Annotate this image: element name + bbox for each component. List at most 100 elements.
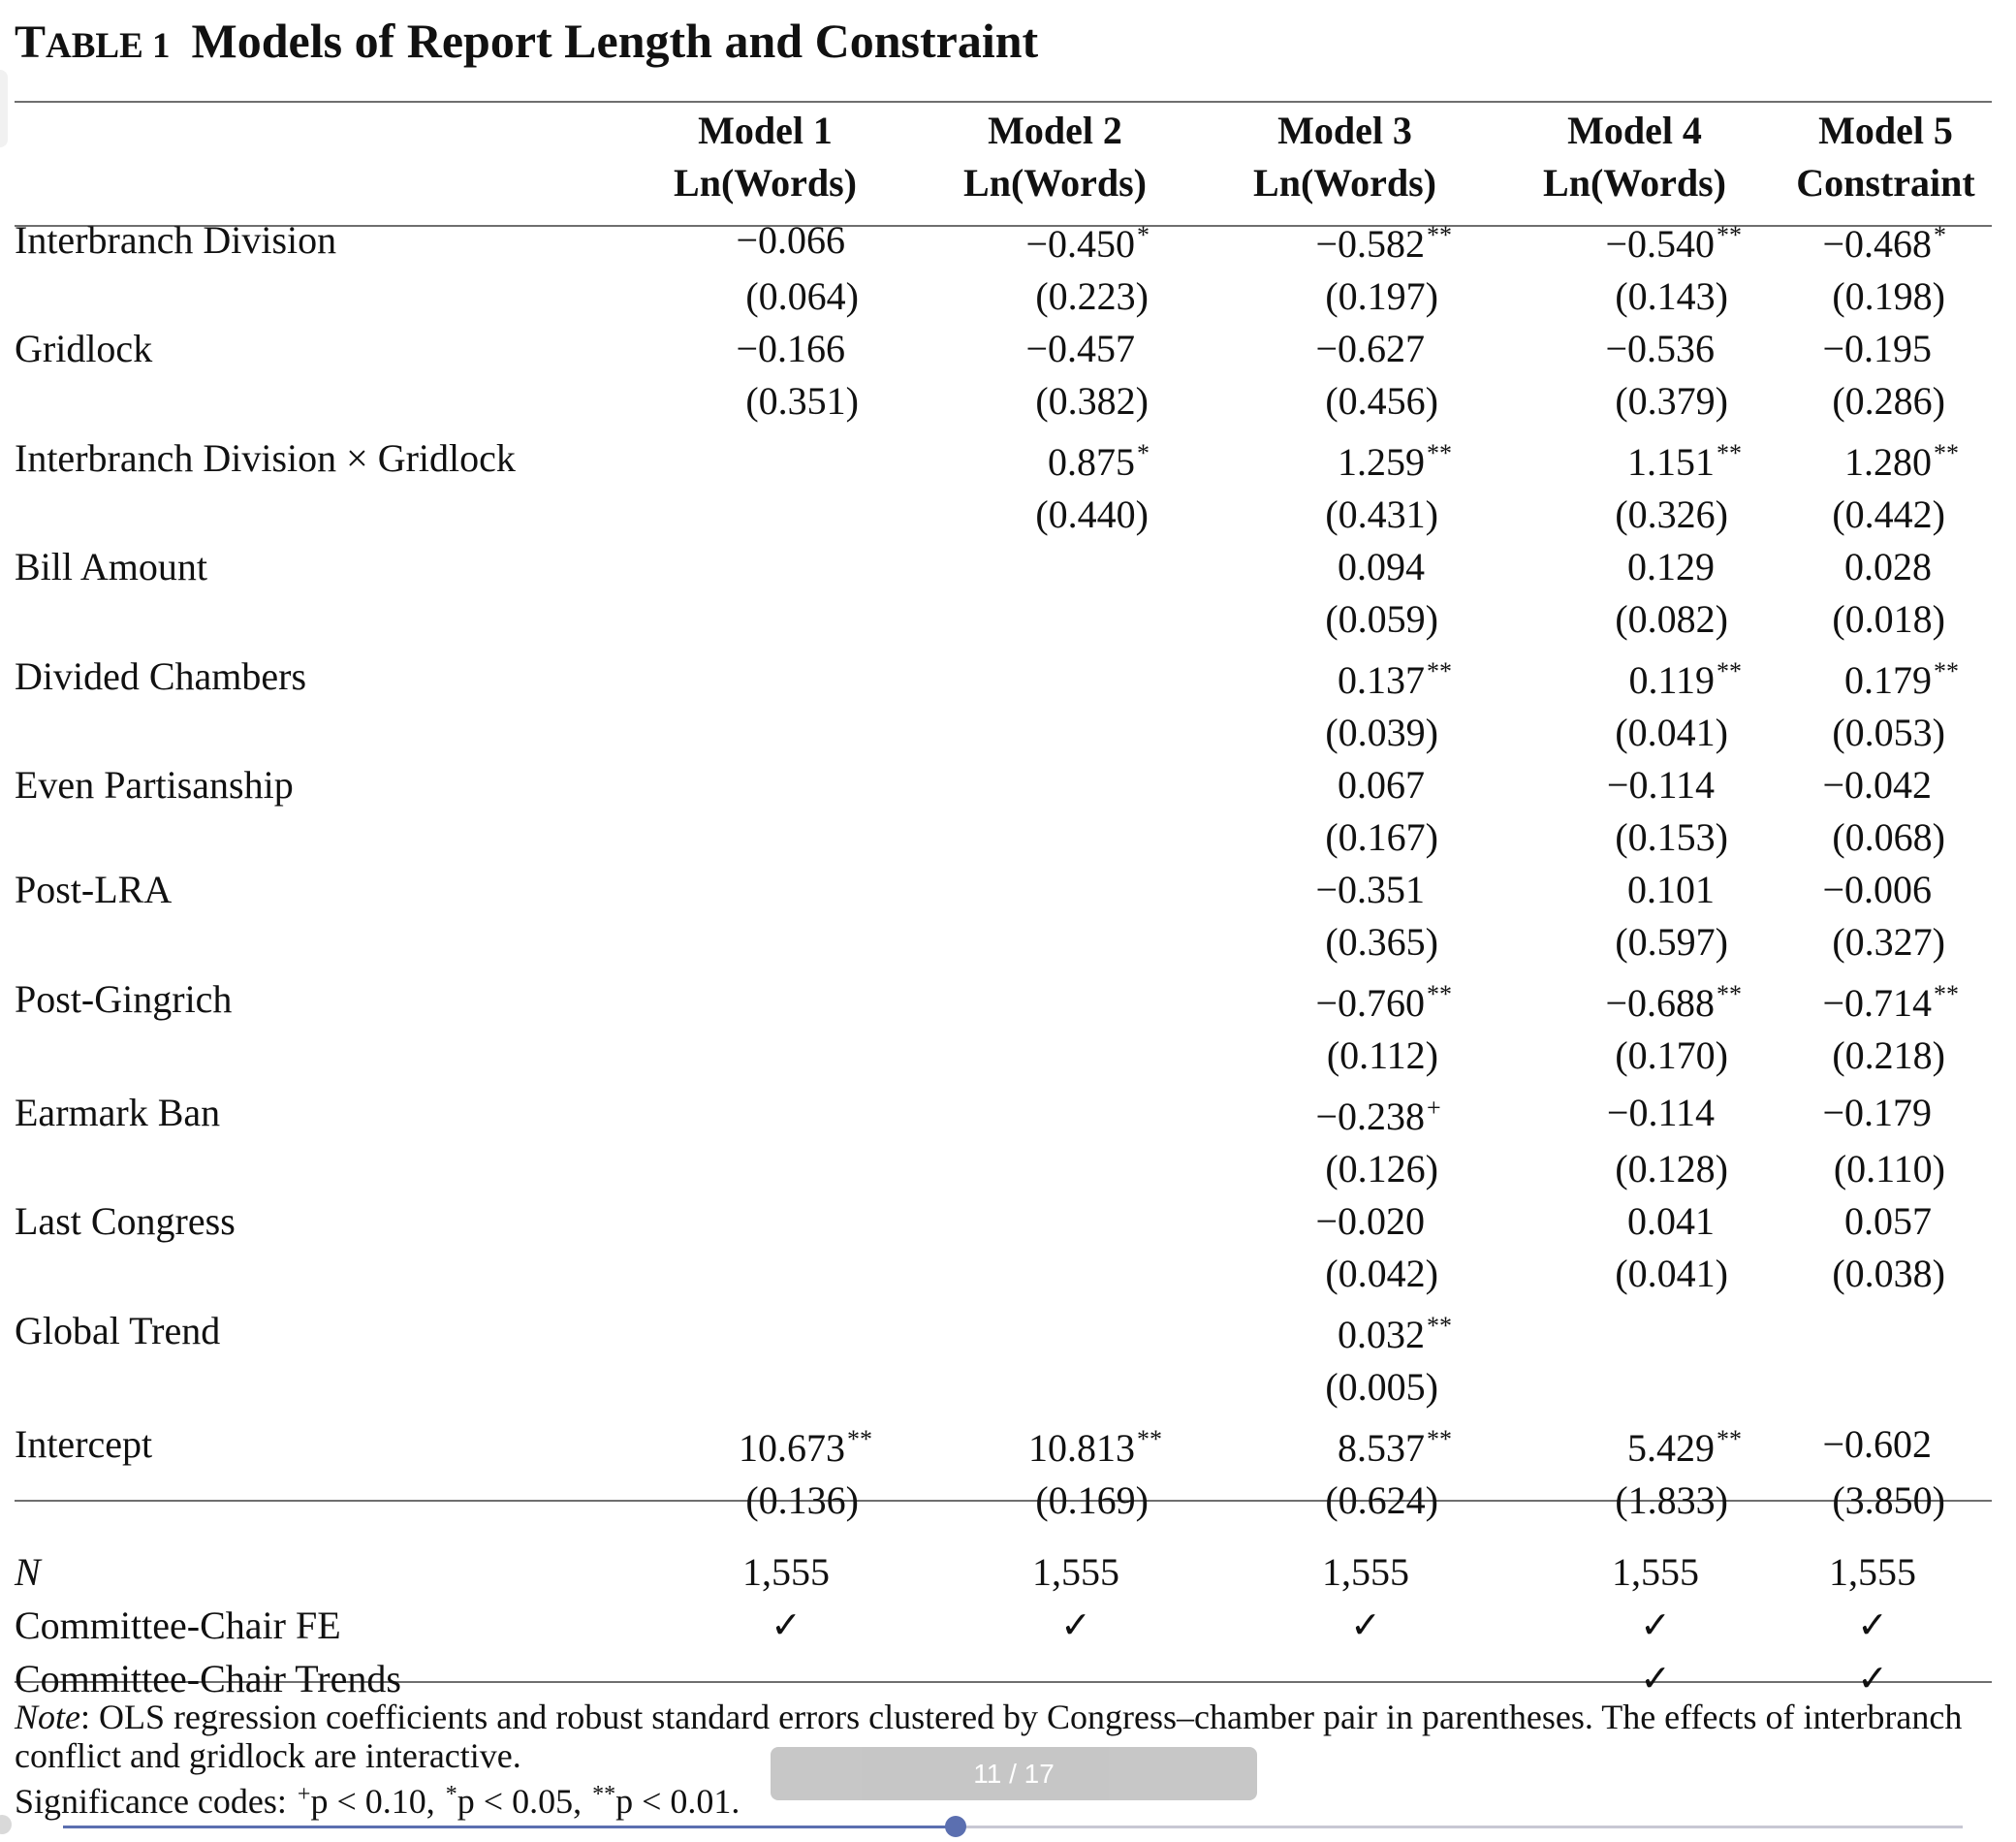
standard-error-cell: (0.198): [1780, 270, 1992, 323]
standard-error-cell: (0.597): [1490, 916, 1780, 969]
statistic-label: N: [15, 1550, 41, 1594]
standard-error: (0.018): [1832, 597, 1945, 641]
standard-error-cell: [910, 1248, 1200, 1300]
page-scrubber[interactable]: [63, 1816, 1963, 1837]
dependent-variable: Constraint: [1796, 161, 1975, 205]
coefficient-cell: 0.041: [1490, 1195, 1780, 1248]
standard-error-cell: (0.326): [1490, 489, 1780, 541]
model-name: Model 5: [1818, 109, 1953, 152]
significance-marker: **: [1717, 221, 1742, 249]
significance-marker: **: [1717, 657, 1742, 685]
standard-error: (0.064): [745, 274, 859, 318]
coefficient-cell: −0.351: [1200, 864, 1490, 916]
table-row-se: (0.126) (0.128) (0.110): [15, 1143, 1992, 1195]
standard-error: (0.041): [1615, 1252, 1728, 1295]
row-label: Post-LRA: [15, 868, 173, 911]
standard-error: (0.042): [1325, 1252, 1438, 1295]
table-row-se: (0.005): [15, 1361, 1992, 1413]
table-row: Intercept 10.673** 10.813** 8.537** 5.429** −…: [15, 1413, 1992, 1475]
standard-error: (0.351): [745, 379, 859, 423]
note-lead: Note: [15, 1698, 80, 1736]
coefficient: 0.119: [1628, 658, 1715, 702]
coefficient-cell: [620, 1195, 910, 1248]
table-row: Interbranch Division −0.066 −0.450* −0.582*…: [15, 209, 1992, 270]
observation-count: 1,555: [1612, 1550, 1699, 1594]
coefficient-cell: −0.066: [620, 209, 910, 270]
coefficient-cell: 0.179**: [1780, 646, 1992, 707]
significance-marker: **: [1717, 980, 1742, 1008]
table-note: Note: OLS regression coefficients and ro…: [15, 1698, 2001, 1821]
standard-error: (0.197): [1325, 274, 1438, 318]
coefficient-cell: 1.151**: [1490, 428, 1780, 489]
page-indicator[interactable]: 11 / 17: [771, 1747, 1257, 1800]
standard-error-cell: (0.440): [910, 489, 1200, 541]
standard-error: (0.041): [1615, 711, 1728, 754]
standard-error-cell: (0.143): [1490, 270, 1780, 323]
coefficient: 8.537: [1338, 1426, 1425, 1470]
table-row: Post-Gingrich −0.760** −0.688** −0.714**: [15, 969, 1992, 1030]
significance-marker: *: [1934, 221, 1946, 249]
coefficient-cell: −0.020: [1200, 1195, 1490, 1248]
coefficient-cell: 5.429**: [1490, 1413, 1780, 1475]
coefficient: 1.151: [1627, 440, 1715, 484]
row-label: Interbranch Division: [15, 217, 337, 262]
scrubber-handle[interactable]: [945, 1816, 967, 1837]
coefficient: −0.468: [1822, 222, 1932, 266]
standard-error-cell: (0.286): [1780, 375, 1992, 428]
coefficient: −0.114: [1606, 1090, 1715, 1134]
coefficient-cell: 0.067: [1200, 759, 1490, 811]
column-header-model-2: Model 2 Ln(Words): [910, 105, 1200, 209]
corner-handle[interactable]: [0, 1815, 12, 1834]
row-label: Last Congress: [15, 1199, 236, 1243]
coefficient-cell: [1780, 1300, 1992, 1361]
side-tab-handle[interactable]: [0, 70, 8, 147]
standard-error-cell: (0.041): [1490, 1248, 1780, 1300]
standard-error-cell: (0.365): [1200, 916, 1490, 969]
coefficient: −0.066: [736, 217, 845, 262]
coefficient: −0.238: [1315, 1095, 1425, 1138]
standard-error-cell: (0.170): [1490, 1030, 1780, 1082]
statistics-row: N 1,555 1,555 1,555 1,555 1,555: [15, 1546, 1992, 1599]
standard-error-cell: [1780, 1361, 1992, 1413]
coefficient: 0.129: [1627, 545, 1715, 588]
significance-marker: **: [1934, 980, 1959, 1008]
table-row: Last Congress −0.020 0.041 0.057: [15, 1195, 1992, 1248]
standard-error-cell: (0.136): [620, 1475, 910, 1527]
coefficient: 0.057: [1844, 1199, 1932, 1243]
significance-marker: *: [1137, 439, 1150, 467]
standard-error-cell: (0.153): [1490, 811, 1780, 864]
standard-error-cell: [620, 707, 910, 759]
coefficient: 0.032: [1338, 1313, 1425, 1356]
observation-count: 1,555: [1032, 1550, 1119, 1594]
significance-symbol: **: [592, 1782, 616, 1807]
coefficient: 0.094: [1338, 545, 1425, 588]
model-name: Model 1: [698, 109, 833, 152]
significance-marker: *: [1137, 221, 1150, 249]
coefficient: 10.673: [739, 1426, 845, 1470]
coefficient-cell: [620, 759, 910, 811]
standard-error-cell: [910, 916, 1200, 969]
coefficient-cell: 1.259**: [1200, 428, 1490, 489]
coefficient: −0.714: [1822, 981, 1932, 1025]
coefficient-cell: [620, 969, 910, 1030]
standard-error: (0.198): [1832, 274, 1945, 318]
standard-error-cell: [620, 1361, 910, 1413]
coefficient-cell: 0.094: [1200, 541, 1490, 593]
coefficient: −0.536: [1605, 327, 1715, 370]
standard-error: (0.218): [1832, 1033, 1945, 1077]
significance-marker: **: [1717, 1425, 1742, 1453]
coefficient: 5.429: [1627, 1426, 1715, 1470]
standard-error: (0.327): [1832, 920, 1945, 964]
coefficient: 0.041: [1627, 1199, 1715, 1243]
coefficient-cell: [620, 428, 910, 489]
coefficient-cell: [620, 541, 910, 593]
coefficient-cell: −0.114: [1490, 759, 1780, 811]
standard-error: (0.223): [1035, 274, 1149, 318]
coefficient-cell: −0.166: [620, 323, 910, 375]
table-row-se: (0.440) (0.431) (0.326) (0.442): [15, 489, 1992, 541]
coefficient-cell: 8.537**: [1200, 1413, 1490, 1475]
standard-error: (0.153): [1615, 815, 1728, 859]
column-header-model-5: Model 5 Constraint: [1780, 105, 1992, 209]
table-row-se: (0.039) (0.041) (0.053): [15, 707, 1992, 759]
statistic-label: Committee-Chair FE: [15, 1603, 341, 1647]
